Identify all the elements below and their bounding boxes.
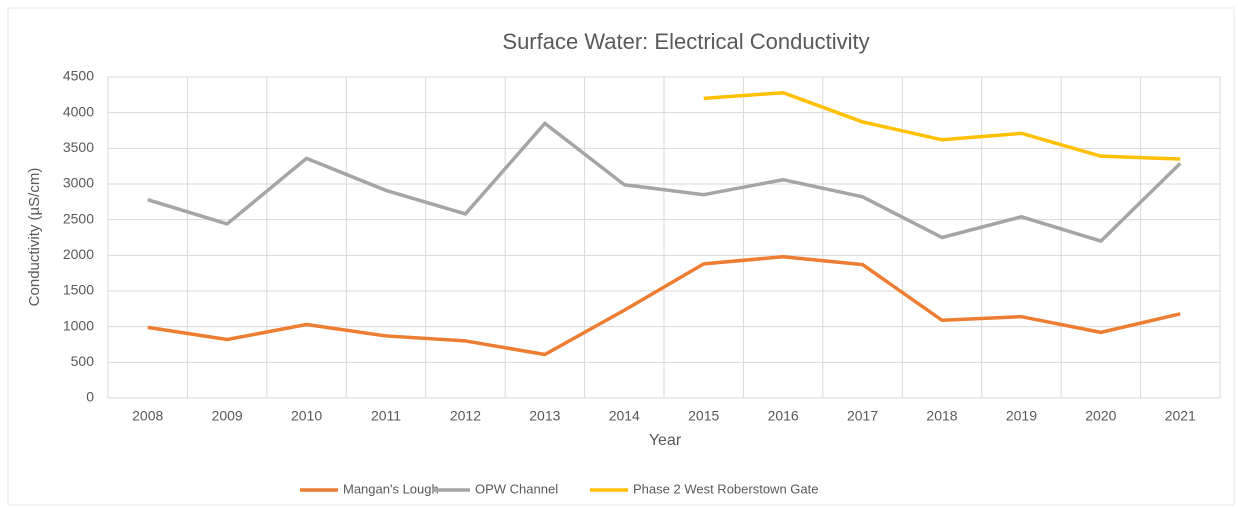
x-tick-label: 2011 bbox=[371, 408, 401, 424]
y-tick-label: 2000 bbox=[63, 246, 94, 262]
y-tick-label: 3500 bbox=[63, 139, 94, 155]
legend-label: Phase 2 West Roberstown Gate bbox=[633, 481, 818, 496]
y-tick-label: 1500 bbox=[63, 282, 94, 298]
y-tick-label: 0 bbox=[86, 389, 94, 405]
x-tick-label: 2013 bbox=[529, 408, 560, 424]
x-tick-label: 2019 bbox=[1006, 408, 1037, 424]
y-tick-label: 4500 bbox=[63, 68, 94, 84]
x-tick-label: 2015 bbox=[688, 408, 719, 424]
x-tick-label: 2014 bbox=[609, 408, 640, 424]
x-tick-label: 2020 bbox=[1085, 408, 1116, 424]
y-tick-label: 500 bbox=[71, 353, 95, 369]
legend-label: OPW Channel bbox=[475, 481, 558, 496]
legend-label: Mangan's Lough bbox=[343, 481, 439, 496]
series-line bbox=[147, 121, 1182, 243]
x-tick-label: 2010 bbox=[291, 408, 322, 424]
x-tick-label: 2018 bbox=[926, 408, 957, 424]
x-axis-label: Year bbox=[649, 432, 682, 449]
x-tick-label: 2009 bbox=[212, 408, 243, 424]
y-tick-label: 4000 bbox=[63, 103, 94, 119]
x-tick-label: 2017 bbox=[847, 408, 878, 424]
y-tick-label: 1000 bbox=[63, 317, 94, 333]
y-axis-label: Conductivity (µS/cm) bbox=[26, 168, 43, 307]
y-tick-label: 2500 bbox=[63, 210, 94, 226]
x-tick-label: 2008 bbox=[132, 408, 163, 424]
chart-title: Surface Water: Electrical Conductivity bbox=[502, 29, 869, 54]
x-tick-label: 2012 bbox=[450, 408, 481, 424]
series-line bbox=[147, 255, 1181, 357]
chart-frame bbox=[7, 7, 1235, 506]
x-tick-label: 2021 bbox=[1165, 408, 1196, 424]
series-line bbox=[703, 90, 1181, 161]
x-tick-label: 2016 bbox=[768, 408, 799, 424]
y-tick-label: 3000 bbox=[63, 175, 94, 191]
